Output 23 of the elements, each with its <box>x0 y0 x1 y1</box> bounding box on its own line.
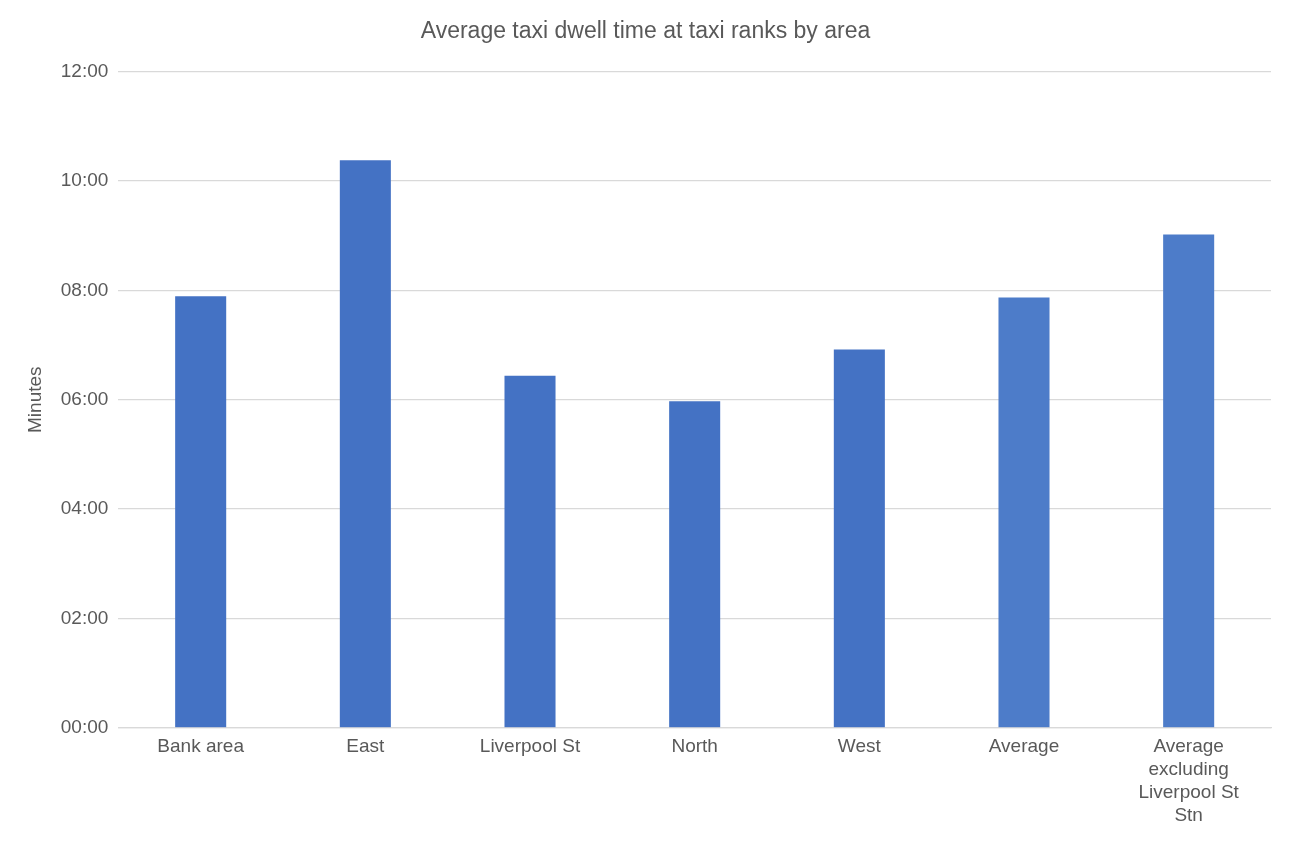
y-tick-label: 12:00 <box>60 59 109 81</box>
bar <box>175 296 227 728</box>
y-tick-label: 02:00 <box>60 606 109 628</box>
y-tick-label: 10:00 <box>60 169 109 191</box>
bar <box>1163 234 1215 728</box>
bar <box>669 401 721 728</box>
y-axis-title: Minutes <box>23 366 45 433</box>
x-tick-label: Average <box>988 735 1060 757</box>
x-tick-label: North <box>671 735 718 757</box>
x-tick-label: West <box>837 735 882 757</box>
x-tick-label: Average excluding Liverpool St Stn <box>1138 735 1240 825</box>
bar <box>833 349 885 728</box>
x-tick-label: Liverpool St <box>479 735 581 757</box>
y-tick-label: 08:00 <box>60 278 109 300</box>
bar <box>998 297 1050 728</box>
y-tick-label: 06:00 <box>60 387 109 409</box>
y-tick-label: 00:00 <box>60 716 109 738</box>
bar <box>504 375 556 728</box>
x-tick-label: East <box>346 735 386 757</box>
chart-title: Average taxi dwell time at taxi ranks by area <box>420 17 871 44</box>
y-tick-label: 04:00 <box>60 497 109 519</box>
bar <box>339 160 391 728</box>
x-tick-label: Bank area <box>157 735 245 757</box>
